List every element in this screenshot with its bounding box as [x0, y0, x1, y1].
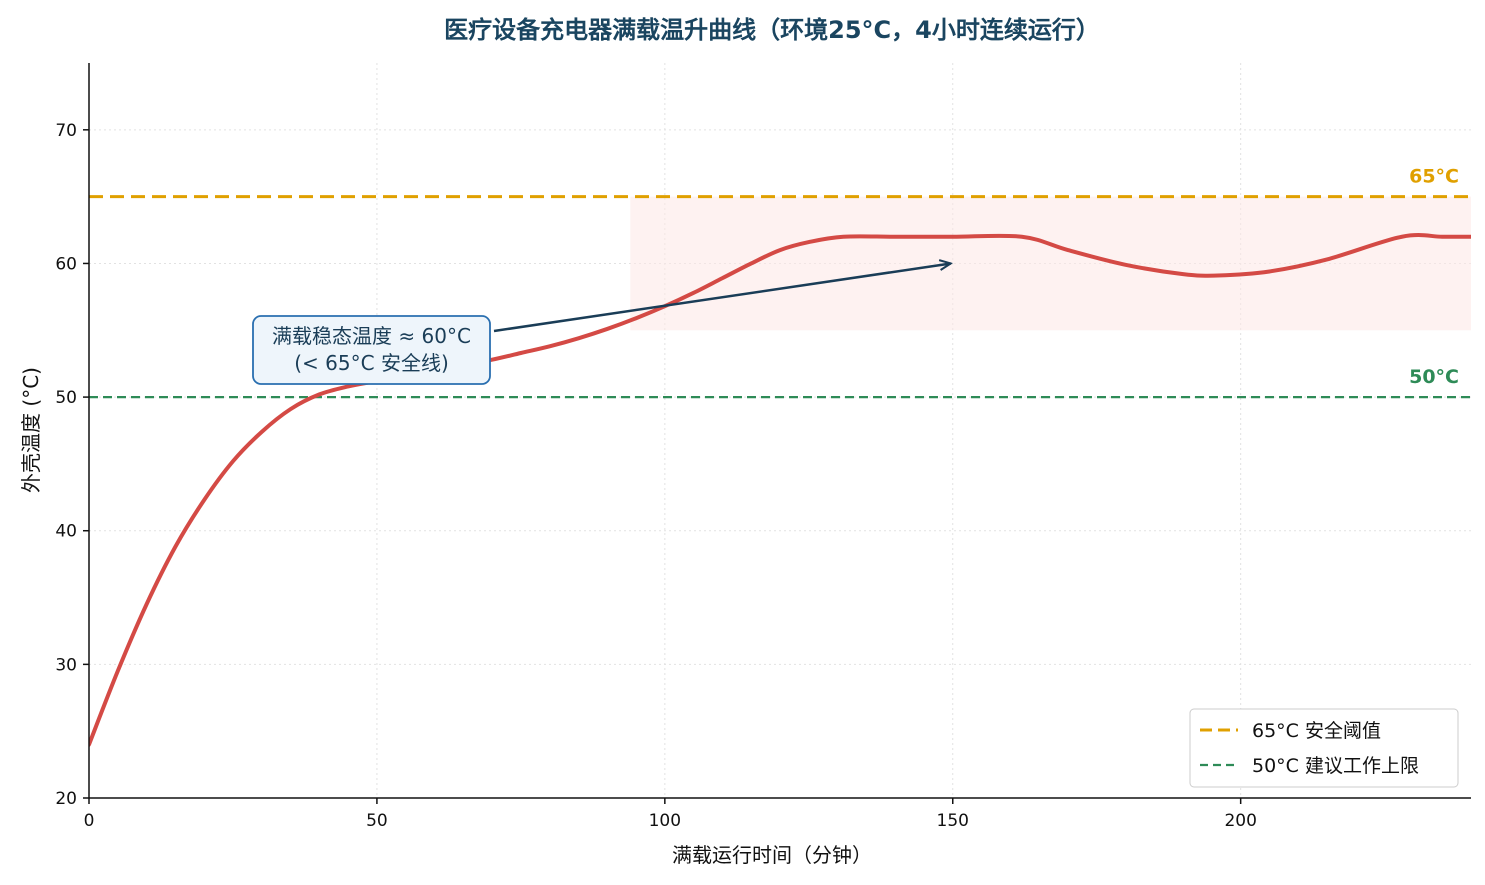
annotation-text-line1: 满载稳态温度 ≈ 60°C [272, 324, 471, 348]
legend: 65°C 安全阈值 50°C 建议工作上限 [1189, 708, 1459, 788]
annotation-text-line2: (< 65°C 安全线) [294, 351, 449, 375]
y-tick-label: 20 [55, 789, 77, 809]
grid-layer [88, 63, 1471, 799]
x-axis-label: 满载运行时间（分钟） [672, 843, 872, 867]
chart-title: 医疗设备充电器满载温升曲线（环境25°C，4小时连续运行） [444, 16, 1100, 44]
x-tick-label: 100 [649, 811, 681, 831]
y-tick-label: 50 [55, 388, 77, 408]
annotation-arrow [493, 263, 951, 333]
temperature-curve [89, 233, 1471, 747]
legend-entry: 50°C 建议工作上限 [1252, 755, 1419, 777]
series-layer [89, 233, 1471, 747]
y-axis-label: 外壳温度 (°C) [19, 367, 43, 493]
x-tick-label: 0 [84, 811, 95, 831]
reference-lines: 65°C 50°C [89, 166, 1471, 399]
y-tick-label: 60 [55, 254, 77, 274]
x-tick-label: 150 [937, 811, 969, 831]
y-tick-label: 30 [55, 655, 77, 675]
x-tick-label: 50 [366, 811, 388, 831]
x-tick-label: 200 [1224, 811, 1256, 831]
legend-entry: 65°C 安全阈值 [1252, 720, 1381, 742]
annotation-box [252, 315, 491, 385]
reference-line-label: 50°C [1409, 366, 1459, 388]
y-tick-label: 40 [55, 522, 77, 542]
legend-box [1189, 708, 1459, 788]
shaded-region [630, 196, 1471, 331]
shade-layer [630, 196, 1471, 331]
y-tick-label: 70 [55, 121, 77, 141]
reference-line-label: 65°C [1409, 166, 1459, 188]
annotation: 满载稳态温度 ≈ 60°C (< 65°C 安全线) [252, 263, 951, 385]
axes: 0 50 100 150 200 20 30 40 50 60 70 [55, 63, 1471, 831]
